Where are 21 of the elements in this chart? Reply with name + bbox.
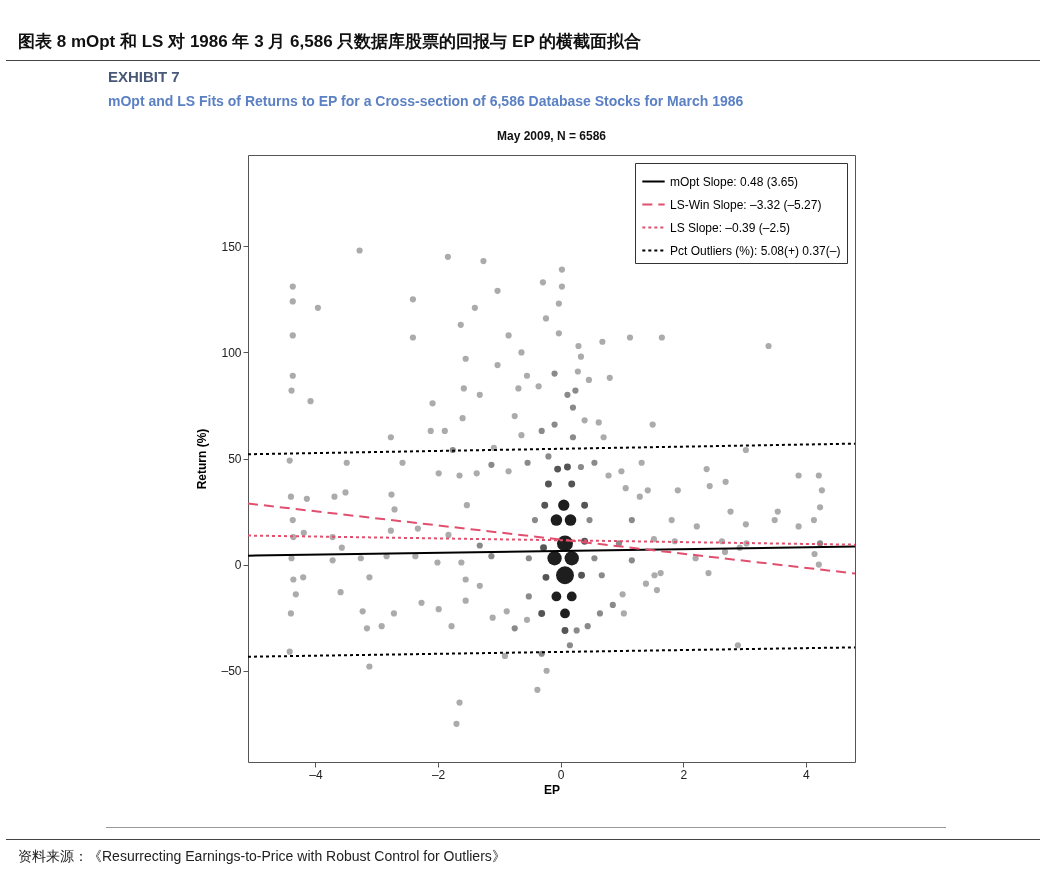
y-tick-label: 50 [228,452,242,466]
legend-label: mOpt Slope: 0.48 (3.65) [670,174,799,189]
x-tick-label: –2 [431,767,446,782]
y-tick-label: 150 [221,239,242,254]
chart-title: 图表 8 mOpt 和 LS 对 1986 年 3 月 6,586 只数据库股票的回报与 EP 的横截面拟合 [18,31,642,53]
text: May 2009, N = 6586 [496,129,607,143]
x-tick-label: 4 [803,767,811,782]
x-tick-label: 0 [557,767,565,782]
chart-subtitle: mOpt and LS Fits of Returns to EP for a Cross-section of 6,586 Database Stocks for March 1986 [108,93,744,109]
x-axis-title: EP [543,782,561,797]
x-tick-label: 2 [680,767,688,782]
legend-label: LS-Win Slope: –3.32 (–5.27) [670,197,822,212]
y-tick-label: –50 [221,664,242,679]
y-axis-title: Return (%) [195,428,210,490]
legend-label: Pct Outliers (%): 5.08(+) 0.37(–) [670,243,841,258]
x-tick-label: –4 [309,767,323,782]
y-tick-label: 100 [221,345,242,360]
legend-label: LS Slope: –0.39 (–2.5) [670,220,791,235]
text: 资料来源：《Resurrecting Earnings-to-Price with Robust Control for Outliers》 [18,848,506,866]
y-tick-label: 0 [234,558,242,573]
text: EXHIBIT 7 [108,68,180,85]
